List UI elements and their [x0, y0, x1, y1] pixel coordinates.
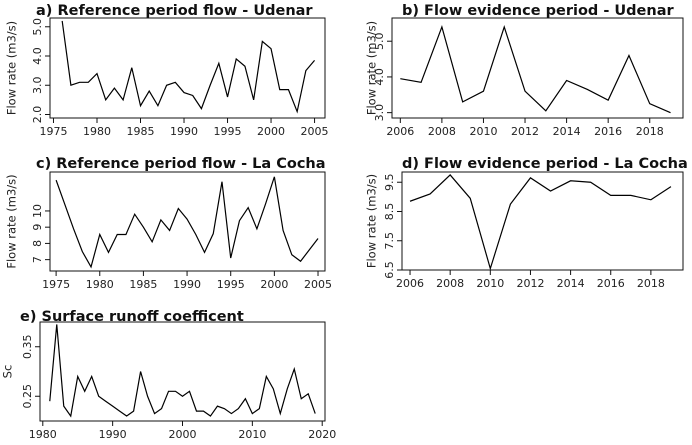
panel-a-series-line	[61, 20, 316, 114]
x-tick-label: 2000	[260, 278, 288, 291]
panel-c-y-axis-label: Flow rate (m3/s)	[5, 174, 19, 268]
x-tick-label: 2010	[476, 277, 504, 290]
panel-c-plot-frame	[49, 171, 326, 272]
y-tick-label: 10	[31, 204, 44, 218]
y-tick-label: 7.5	[383, 232, 396, 250]
x-tick-label: 2012	[516, 277, 544, 290]
panel-c-series-line	[55, 176, 319, 269]
panel-d: d) Flow evidence period - La Cocha 2006 20…	[365, 156, 688, 290]
panel-d-series-line	[409, 174, 672, 271]
x-tick-label: 2014	[557, 277, 585, 290]
x-tick-label: 1985	[127, 125, 155, 138]
y-tick-label: 4.0	[31, 47, 44, 65]
panel-e-title: e) Surface runoff coefficent	[20, 309, 244, 325]
panel-d-plot-frame	[401, 171, 684, 271]
x-tick-label: 1985	[129, 278, 157, 291]
x-tick-label: 1980	[83, 125, 111, 138]
y-tick-label: 4.0	[373, 68, 386, 86]
x-tick-label: 1995	[214, 125, 242, 138]
panel-b-title: b) Flow evidence period - Udenar	[402, 3, 674, 19]
panel-d-title: d) Flow evidence period - La Cocha	[402, 156, 688, 172]
x-tick-label: 2006	[396, 277, 424, 290]
y-tick-label: 9	[31, 224, 44, 231]
y-tick-label: 0.35	[21, 335, 34, 360]
panel-c-title: c) Reference period flow - La Cocha	[36, 156, 326, 172]
x-tick-label: 2018	[636, 125, 664, 138]
x-tick-label: 2010	[469, 125, 497, 138]
x-tick-label: 2000	[169, 428, 197, 441]
x-tick-label: 1995	[217, 278, 245, 291]
x-tick-label: 2012	[511, 125, 539, 138]
panel-e-y-axis-label: Sc	[1, 365, 15, 379]
y-tick-label: 6.5	[383, 261, 396, 279]
y-tick-label: 7	[31, 256, 44, 263]
panel-e: e) Surface runoff coefficent 1980 1990 2000…	[1, 309, 337, 441]
y-tick-label: 2.0	[31, 106, 44, 124]
y-tick-label: 8	[31, 240, 44, 247]
x-tick-label: 2006	[386, 125, 414, 138]
x-tick-label: 2005	[304, 278, 332, 291]
y-tick-label: 5.0	[31, 18, 44, 36]
panel-a-plot-frame	[49, 17, 326, 119]
panel-a-title: a) Reference period flow - Udenar	[36, 3, 313, 19]
x-tick-label: 2020	[308, 428, 336, 441]
x-tick-label: 2000	[257, 125, 285, 138]
y-tick-label: 3.0	[373, 104, 386, 122]
x-tick-label: 1990	[173, 278, 201, 291]
x-tick-label: 1980	[29, 428, 57, 441]
x-tick-label: 2016	[594, 125, 622, 138]
panel-b-plot-frame	[391, 17, 684, 119]
panel-b-y-axis-label: Flow rate (m3/s)	[365, 21, 379, 115]
x-tick-label: 2018	[637, 277, 665, 290]
x-tick-label: 1975	[39, 125, 67, 138]
y-tick-label: 0.25	[21, 384, 34, 409]
panel-e-series-line	[49, 324, 316, 418]
x-tick-label: 2008	[436, 277, 464, 290]
x-tick-label: 2016	[597, 277, 625, 290]
y-tick-label: 3.0	[31, 77, 44, 95]
y-tick-label: 8.5	[383, 203, 396, 221]
y-tick-label: 5.0	[373, 32, 386, 50]
panel-b-series-line	[400, 24, 671, 114]
x-tick-label: 2008	[428, 125, 456, 138]
x-tick-label: 1975	[42, 278, 70, 291]
panel-a-y-axis-label: Flow rate (m3/s)	[5, 21, 19, 115]
x-tick-label: 1990	[170, 125, 198, 138]
panel-a: a) Reference period flow - Udenar 1975 198…	[5, 3, 329, 138]
x-tick-label: 1980	[86, 278, 114, 291]
x-tick-label: 2014	[553, 125, 581, 138]
x-tick-label: 2010	[238, 428, 266, 441]
x-tick-label: 2005	[301, 125, 329, 138]
y-tick-label: 9.5	[383, 173, 396, 191]
panel-c: c) Reference period flow - La Cocha 1975 1…	[5, 156, 333, 291]
x-tick-label: 1990	[99, 428, 127, 441]
panel-d-y-axis-label: Flow rate (m3/s)	[365, 174, 379, 268]
panel-b: b) Flow evidence period - Udenar 2006 2008…	[365, 3, 684, 138]
